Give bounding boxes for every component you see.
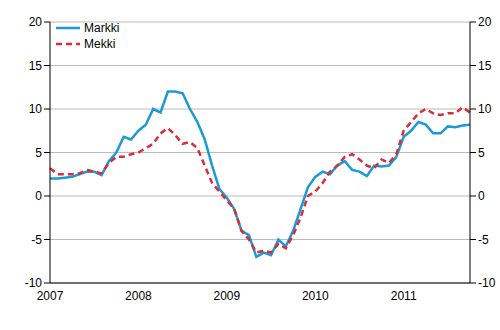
svg-text:2011: 2011 xyxy=(391,289,417,303)
svg-text:15: 15 xyxy=(29,59,43,73)
svg-text:15: 15 xyxy=(478,59,492,73)
svg-text:2008: 2008 xyxy=(125,289,152,303)
svg-text:0: 0 xyxy=(478,189,485,203)
svg-text:20: 20 xyxy=(29,15,43,29)
svg-text:2010: 2010 xyxy=(302,289,329,303)
svg-text:10: 10 xyxy=(478,102,492,116)
svg-text:0: 0 xyxy=(35,189,42,203)
svg-text:20: 20 xyxy=(478,15,492,29)
svg-text:-10: -10 xyxy=(478,276,492,290)
html-text:Markki: Markki xyxy=(84,21,120,35)
svg-text:2007: 2007 xyxy=(37,289,64,303)
svg-text:-10: -10 xyxy=(25,276,43,290)
svg-text:5: 5 xyxy=(35,146,42,160)
html-text:Mekki: Mekki xyxy=(84,37,116,51)
svg-text:-5: -5 xyxy=(478,233,489,247)
svg-text:10: 10 xyxy=(29,102,43,116)
svg-text:5: 5 xyxy=(478,146,485,160)
svg-text:2009: 2009 xyxy=(213,289,240,303)
svg-text:-5: -5 xyxy=(31,233,42,247)
